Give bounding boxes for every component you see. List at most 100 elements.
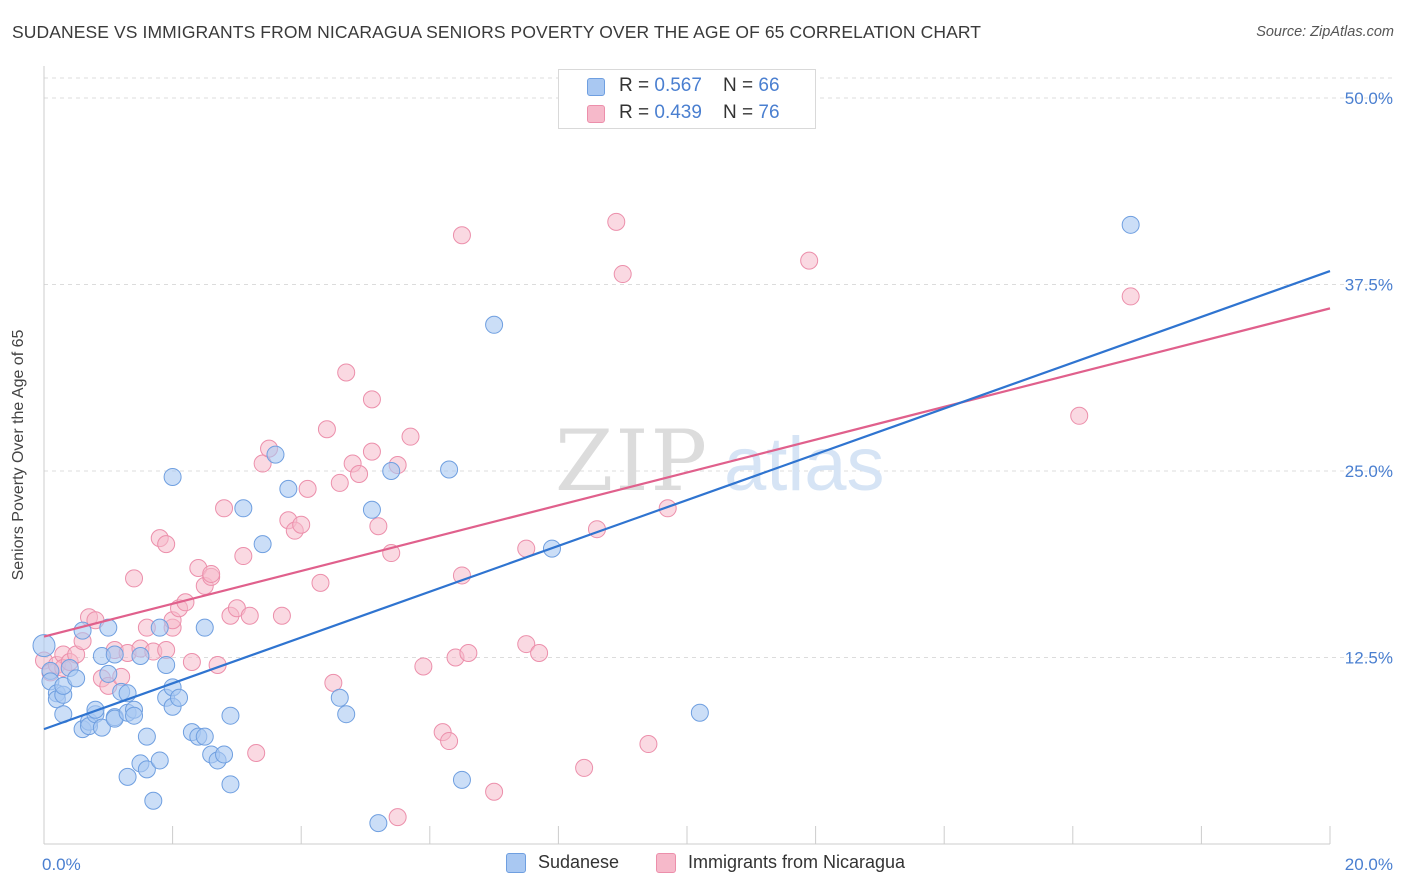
data-point-sudanese — [253, 535, 272, 554]
x-tick-label: 0.0% — [42, 855, 81, 874]
data-point-nicaragua — [362, 390, 381, 409]
watermark-atlas: atlas — [724, 422, 885, 507]
y-axis-label: Seniors Poverty Over the Age of 65 — [10, 329, 27, 581]
trend-line-nicaragua — [43, 307, 1331, 638]
data-point-sudanese — [452, 770, 471, 789]
data-point-nicaragua — [485, 782, 504, 801]
data-point-nicaragua — [311, 573, 330, 592]
data-point-sudanese — [690, 703, 709, 722]
data-point-sudanese — [369, 814, 388, 833]
legend-r-label: R = — [619, 102, 655, 123]
bottom-legend-swatch-nicaragua — [656, 853, 676, 873]
data-point-nicaragua — [575, 758, 594, 777]
data-point-nicaragua — [440, 732, 459, 751]
data-point-nicaragua — [330, 473, 349, 492]
data-point-nicaragua — [292, 515, 311, 534]
data-point-sudanese — [157, 655, 176, 674]
data-point-nicaragua — [639, 735, 658, 754]
trend-line-sudanese — [43, 270, 1331, 731]
bottom-legend-label-sudanese: Sudanese — [538, 852, 620, 872]
trend-lines — [43, 270, 1331, 731]
legend-r-value: 0.567 — [654, 75, 702, 96]
data-point-sudanese — [440, 460, 459, 479]
data-point-nicaragua — [272, 606, 291, 625]
data-point-nicaragua — [530, 644, 549, 663]
data-point-sudanese — [131, 647, 150, 666]
data-point-nicaragua — [234, 547, 253, 566]
bottom-legend-swatch-sudanese — [506, 853, 526, 873]
data-point-nicaragua — [317, 420, 336, 439]
data-point-nicaragua — [607, 212, 626, 231]
data-point-sudanese — [221, 775, 240, 794]
data-point-sudanese — [330, 688, 349, 707]
data-point-sudanese — [195, 618, 214, 637]
data-point-nicaragua — [215, 499, 234, 518]
data-point-nicaragua — [337, 363, 356, 382]
data-point-nicaragua — [247, 743, 266, 762]
correlation-legend: R = 0.567 N = 66 R = 0.439 N = 76 — [558, 69, 816, 129]
legend-n-label: N = — [723, 102, 759, 123]
data-point-nicaragua — [401, 427, 420, 446]
y-tick-label: 25.0% — [1345, 462, 1393, 481]
data-point-nicaragua — [298, 479, 317, 498]
y-tick-label: 50.0% — [1345, 89, 1393, 108]
data-point-sudanese — [67, 669, 86, 688]
grid-lines — [44, 77, 1394, 658]
data-point-sudanese — [118, 767, 137, 786]
data-point-nicaragua — [182, 652, 201, 671]
data-point-sudanese — [125, 706, 144, 725]
data-point-sudanese — [1121, 215, 1140, 234]
legend-r-label: R = — [619, 75, 655, 96]
data-point-sudanese — [215, 745, 234, 764]
data-point-sudanese — [485, 315, 504, 334]
legend-n-value: 76 — [758, 102, 780, 123]
data-point-nicaragua — [459, 644, 478, 663]
data-point-nicaragua — [414, 657, 433, 676]
data-point-nicaragua — [800, 251, 819, 270]
data-point-nicaragua — [202, 564, 221, 583]
data-point-sudanese — [266, 445, 285, 464]
data-point-nicaragua — [362, 442, 381, 461]
legend-r-value: 0.439 — [654, 102, 702, 123]
data-point-sudanese — [137, 727, 156, 746]
y-tick-label: 37.5% — [1345, 276, 1393, 295]
data-point-sudanese — [195, 727, 214, 746]
data-point-sudanese — [170, 688, 189, 707]
legend-n-label: N = — [723, 75, 759, 96]
tick-labels: 12.5% 25.0% 37.5% 50.0% 0.0% 20.0% — [42, 89, 1393, 874]
x-tick-label: 20.0% — [1345, 855, 1393, 874]
data-point-sudanese — [137, 760, 156, 779]
data-point-nicaragua — [1070, 406, 1089, 425]
watermark: ZIP atlas — [555, 412, 885, 510]
data-point-sudanese — [32, 634, 56, 658]
data-point-nicaragua — [517, 635, 536, 654]
data-point-sudanese — [279, 479, 298, 498]
data-point-sudanese — [150, 618, 169, 637]
series-sudanese-points — [32, 215, 1140, 833]
source-label: Source: ZipAtlas.com — [1256, 24, 1394, 40]
data-point-sudanese — [382, 462, 401, 480]
data-point-sudanese — [105, 645, 124, 664]
data-point-nicaragua — [157, 535, 176, 554]
data-point-nicaragua — [658, 499, 677, 518]
y-tick-label: 12.5% — [1345, 649, 1393, 668]
data-point-sudanese — [150, 751, 169, 770]
chart-title: SUDANESE VS IMMIGRANTS FROM NICARAGUA SE… — [12, 22, 982, 42]
data-point-sudanese — [337, 705, 356, 724]
data-point-sudanese — [234, 499, 253, 518]
data-point-nicaragua — [125, 569, 144, 588]
legend-swatch-sudanese — [587, 78, 605, 96]
axes — [43, 66, 1331, 845]
legend-swatch-nicaragua — [587, 105, 605, 123]
data-point-sudanese — [362, 500, 381, 519]
data-point-nicaragua — [253, 454, 272, 473]
legend-n-value: 66 — [758, 75, 780, 96]
data-point-nicaragua — [240, 606, 259, 625]
data-point-nicaragua — [1121, 287, 1140, 306]
data-point-sudanese — [92, 718, 111, 737]
data-point-nicaragua — [324, 673, 343, 692]
data-point-sudanese — [144, 791, 163, 810]
data-point-nicaragua — [452, 226, 471, 245]
watermark-zip: ZIP — [555, 412, 709, 510]
